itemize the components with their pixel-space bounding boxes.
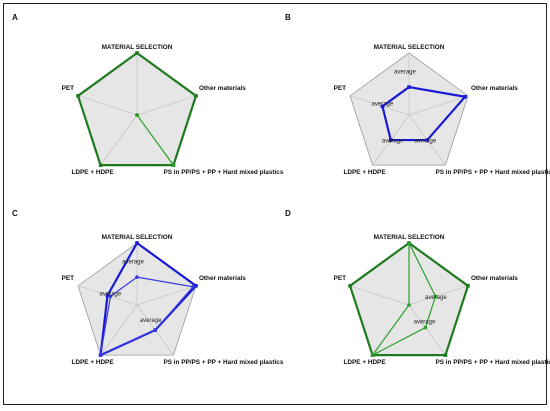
data-point (135, 113, 139, 117)
axis-label: PS in PP/PS + PP + Hard mixed plastics (435, 359, 550, 366)
data-point (153, 328, 158, 332)
data-point (380, 104, 385, 109)
data-point (76, 94, 80, 98)
radar-spoke (408, 304, 446, 356)
data-point (98, 163, 103, 167)
radar-spoke (100, 304, 138, 356)
radar-panel-b: B MATERIAL SELECTION Other materials PS in … (285, 13, 550, 176)
axis-label: LDPE + HDPE (72, 169, 115, 176)
axis-label: LDPE + HDPE (344, 359, 387, 366)
data-point (135, 51, 139, 55)
data-point (433, 294, 438, 299)
axis-label: Other materials (199, 85, 246, 92)
axis-label: MATERIAL SELECTION (374, 44, 445, 51)
axis-label: MATERIAL SELECTION (102, 44, 173, 51)
data-point (388, 138, 393, 142)
data-point (370, 353, 375, 357)
data-point (463, 94, 467, 99)
axis-label: Other materials (471, 85, 518, 92)
data-point (105, 293, 110, 298)
data-point (407, 85, 411, 89)
series-line (99, 276, 195, 357)
radar-spoke (136, 285, 197, 306)
radar-spoke (136, 95, 197, 116)
series-line (348, 241, 470, 357)
axis-label: PET (62, 275, 75, 282)
radar-spoke (349, 285, 410, 306)
data-point (443, 353, 448, 357)
axis-label: PET (334, 85, 347, 92)
data-point (348, 284, 352, 288)
panel-letter: B (285, 13, 291, 22)
radar-panel-c: C MATERIAL SELECTION Other materials PS in … (12, 209, 284, 366)
data-point (191, 284, 195, 289)
series-line (76, 51, 198, 167)
axis-label: PS in PP/PS + PP + Hard mixed plastics (163, 169, 283, 176)
radar-spoke (77, 95, 138, 116)
axis-label: Other materials (199, 275, 246, 282)
panel-letter: D (285, 209, 291, 218)
data-point (423, 325, 428, 330)
average-annotation: average (122, 260, 144, 266)
axis-label: LDPE + HDPE (72, 359, 115, 366)
average-annotation: average (382, 139, 404, 145)
axis-label: Other materials (471, 275, 518, 282)
average-annotation: average (100, 291, 122, 297)
radar-panel-a: A MATERIAL SELECTION Other materials PS in … (12, 13, 284, 176)
axis-label: PS in PP/PS + PP + Hard mixed plastics (435, 169, 550, 176)
data-point (135, 241, 139, 245)
data-point (171, 163, 176, 167)
axis-label: PET (62, 85, 75, 92)
radar-spoke (100, 114, 138, 166)
data-point (407, 241, 411, 245)
figure-frame (3, 3, 547, 405)
panel-letter: C (12, 209, 18, 218)
series-line (381, 85, 468, 142)
axis-label: MATERIAL SELECTION (374, 234, 445, 241)
average-annotation: average (414, 320, 436, 326)
data-point (194, 94, 198, 98)
axis-label: PET (334, 275, 347, 282)
data-point (98, 353, 103, 357)
average-annotation: average (372, 101, 394, 107)
average-annotation: average (415, 139, 437, 145)
panel-letter: A (12, 13, 18, 22)
radar-panel-d: D MATERIAL SELECTION Other materials PS in … (285, 209, 550, 366)
data-point (425, 138, 430, 142)
axis-label: LDPE + HDPE (344, 169, 387, 176)
radar-spoke (408, 95, 469, 116)
average-annotation: average (394, 70, 416, 76)
average-annotation: average (425, 295, 447, 301)
data-point (407, 303, 411, 307)
radar-spoke (349, 95, 410, 116)
data-point (135, 275, 139, 279)
data-point (194, 284, 198, 288)
axis-label: PS in PP/PS + PP + Hard mixed plastics (163, 359, 283, 366)
data-point (108, 294, 113, 299)
radar-spoke (408, 285, 469, 306)
average-annotation: average (140, 318, 162, 324)
series-line (372, 242, 437, 356)
data-point (466, 284, 470, 288)
axis-label: MATERIAL SELECTION (102, 234, 173, 241)
